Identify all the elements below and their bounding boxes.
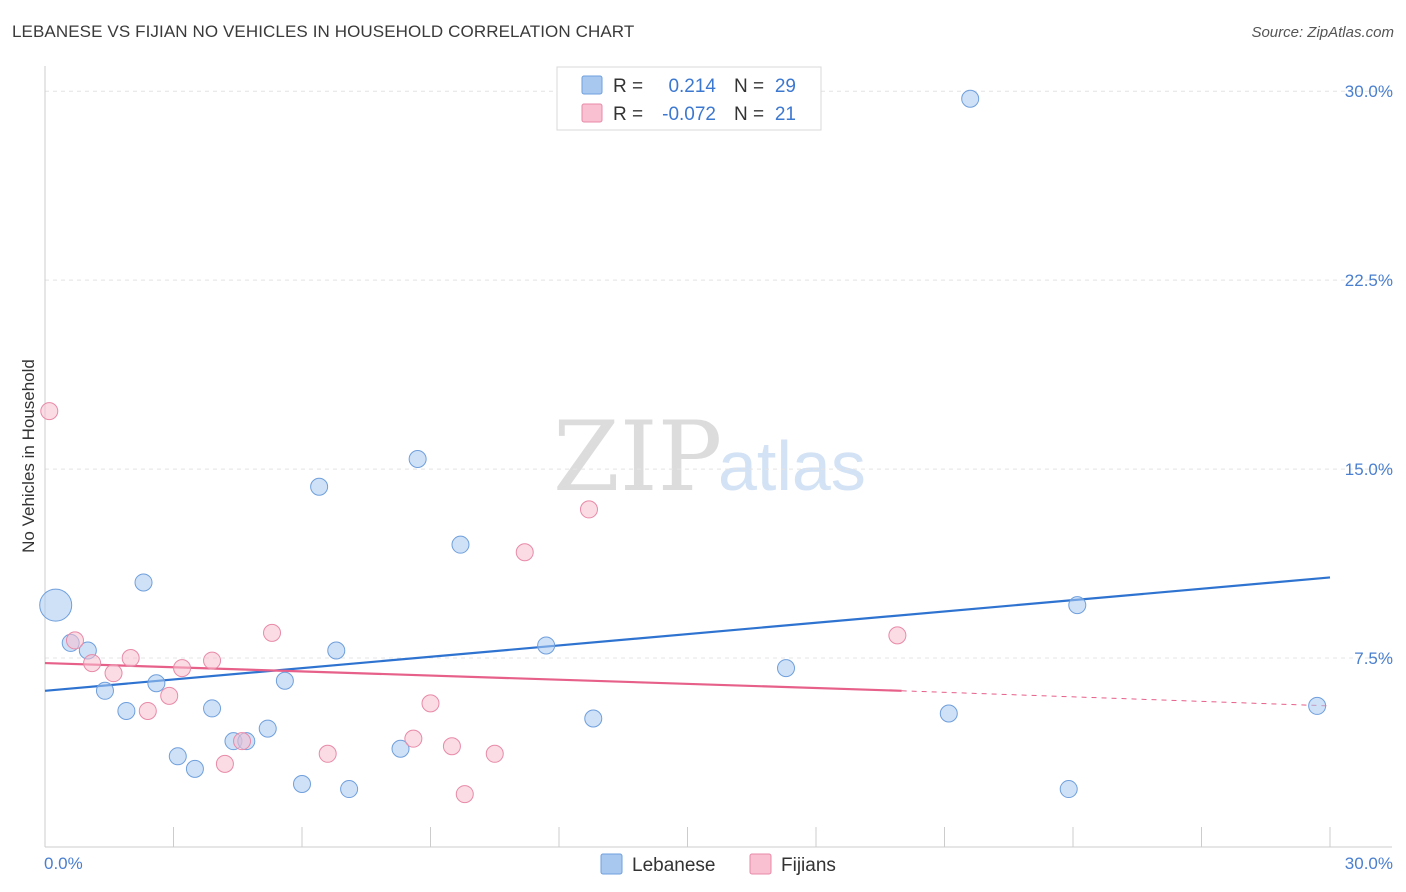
point-lebanese-24 [939,704,958,723]
point-fijians-0 [40,402,59,421]
point-fijians-19 [579,500,598,519]
point-fijians-1 [65,631,84,650]
y-tick-label-1: 15.0% [1345,460,1393,479]
point-lebanese-12 [258,719,277,738]
point-lebanese-27 [1068,596,1087,615]
point-fijians-7 [173,659,192,678]
point-fijians-18 [515,543,534,562]
point-lebanese-18 [391,739,410,758]
point-lebanese-7 [168,747,187,766]
point-lebanese-8 [185,759,204,778]
x-tick-label-1: 30.0% [1345,854,1393,873]
point-lebanese-0 [39,588,73,622]
axes [44,66,1392,848]
point-fijians-17 [485,744,504,763]
legend-r-label-fijians: R = [613,104,643,125]
legend-r-value-lebanese: 0.214 [668,76,716,97]
bottom-legend-label-fijians: Fijians [781,855,836,876]
bottom-legend-swatch-fijians [749,853,772,875]
point-lebanese-22 [584,709,603,728]
point-lebanese-21 [537,636,556,655]
y-axis-title: No Vehicles in Household [19,359,38,553]
point-fijians-2 [83,654,102,673]
point-fijians-13 [404,729,423,748]
trend-extension-fijians [901,690,1331,707]
y-tick-label-3: 30.0% [1345,82,1393,101]
grid [45,90,1392,659]
legend-swatch-fijians [581,103,603,123]
point-fijians-3 [104,664,123,683]
source-credit: Source: ZipAtlas.com [1251,24,1394,41]
point-fijians-11 [263,623,282,642]
point-lebanese-3 [95,681,114,700]
point-fijians-8 [203,651,222,670]
point-lebanese-6 [147,674,166,693]
point-lebanese-28 [1308,696,1327,715]
point-lebanese-19 [408,450,427,469]
legend-r-label-lebanese: R = [613,76,643,97]
point-fijians-10 [233,732,252,751]
point-lebanese-14 [293,775,311,794]
watermark-zip: ZIP [553,401,722,513]
bottom-legend-swatch-lebanese [600,853,623,875]
point-fijians-15 [442,737,461,756]
tick-labels: 7.5% 15.0% 22.5% 30.0% 0.0% 30.0% [44,82,1393,873]
point-lebanese-25 [961,89,980,108]
bottom-legend: Lebanese Fijians [600,853,836,876]
point-lebanese-17 [340,780,359,799]
point-lebanese-20 [451,535,470,554]
point-lebanese-9 [203,699,222,718]
legend-r-value-fijians: -0.072 [662,104,716,125]
legend-n-label-fijians: N = [734,104,764,125]
point-lebanese-16 [327,641,346,660]
watermark: ZIP atlas [553,401,866,513]
legend-n-value-fijians: 21 [775,104,796,125]
point-lebanese-4 [117,701,136,720]
y-tick-label-0: 7.5% [1354,649,1393,668]
point-fijians-14 [421,694,440,713]
point-fijians-6 [160,686,179,705]
point-lebanese-23 [777,659,796,678]
point-lebanese-15 [310,477,329,496]
legend-swatch-lebanese [581,75,603,95]
point-lebanese-13 [275,671,294,690]
watermark-atlas: atlas [718,427,866,505]
point-lebanese-5 [134,573,153,592]
y-tick-label-2: 22.5% [1345,271,1393,290]
data-points [39,89,1327,804]
legend-n-label-lebanese: N = [734,76,764,97]
legend: R = 0.214 N = 29 R = -0.072 N = 21 [556,66,822,131]
point-fijians-4 [121,649,140,668]
point-lebanese-26 [1059,780,1078,799]
point-fijians-5 [138,701,157,720]
bottom-legend-label-lebanese: Lebanese [632,855,715,876]
point-fijians-16 [455,785,474,804]
trend-lines [44,576,1331,707]
point-fijians-12 [318,744,337,763]
chart-title: LEBANESE VS FIJIAN NO VEHICLES IN HOUSEH… [12,22,635,41]
legend-n-value-lebanese: 29 [775,76,796,97]
point-fijians-20 [888,626,907,645]
point-fijians-9 [215,754,234,773]
trend-line-lebanese [44,576,1331,692]
x-tick-label-0: 0.0% [44,854,83,873]
